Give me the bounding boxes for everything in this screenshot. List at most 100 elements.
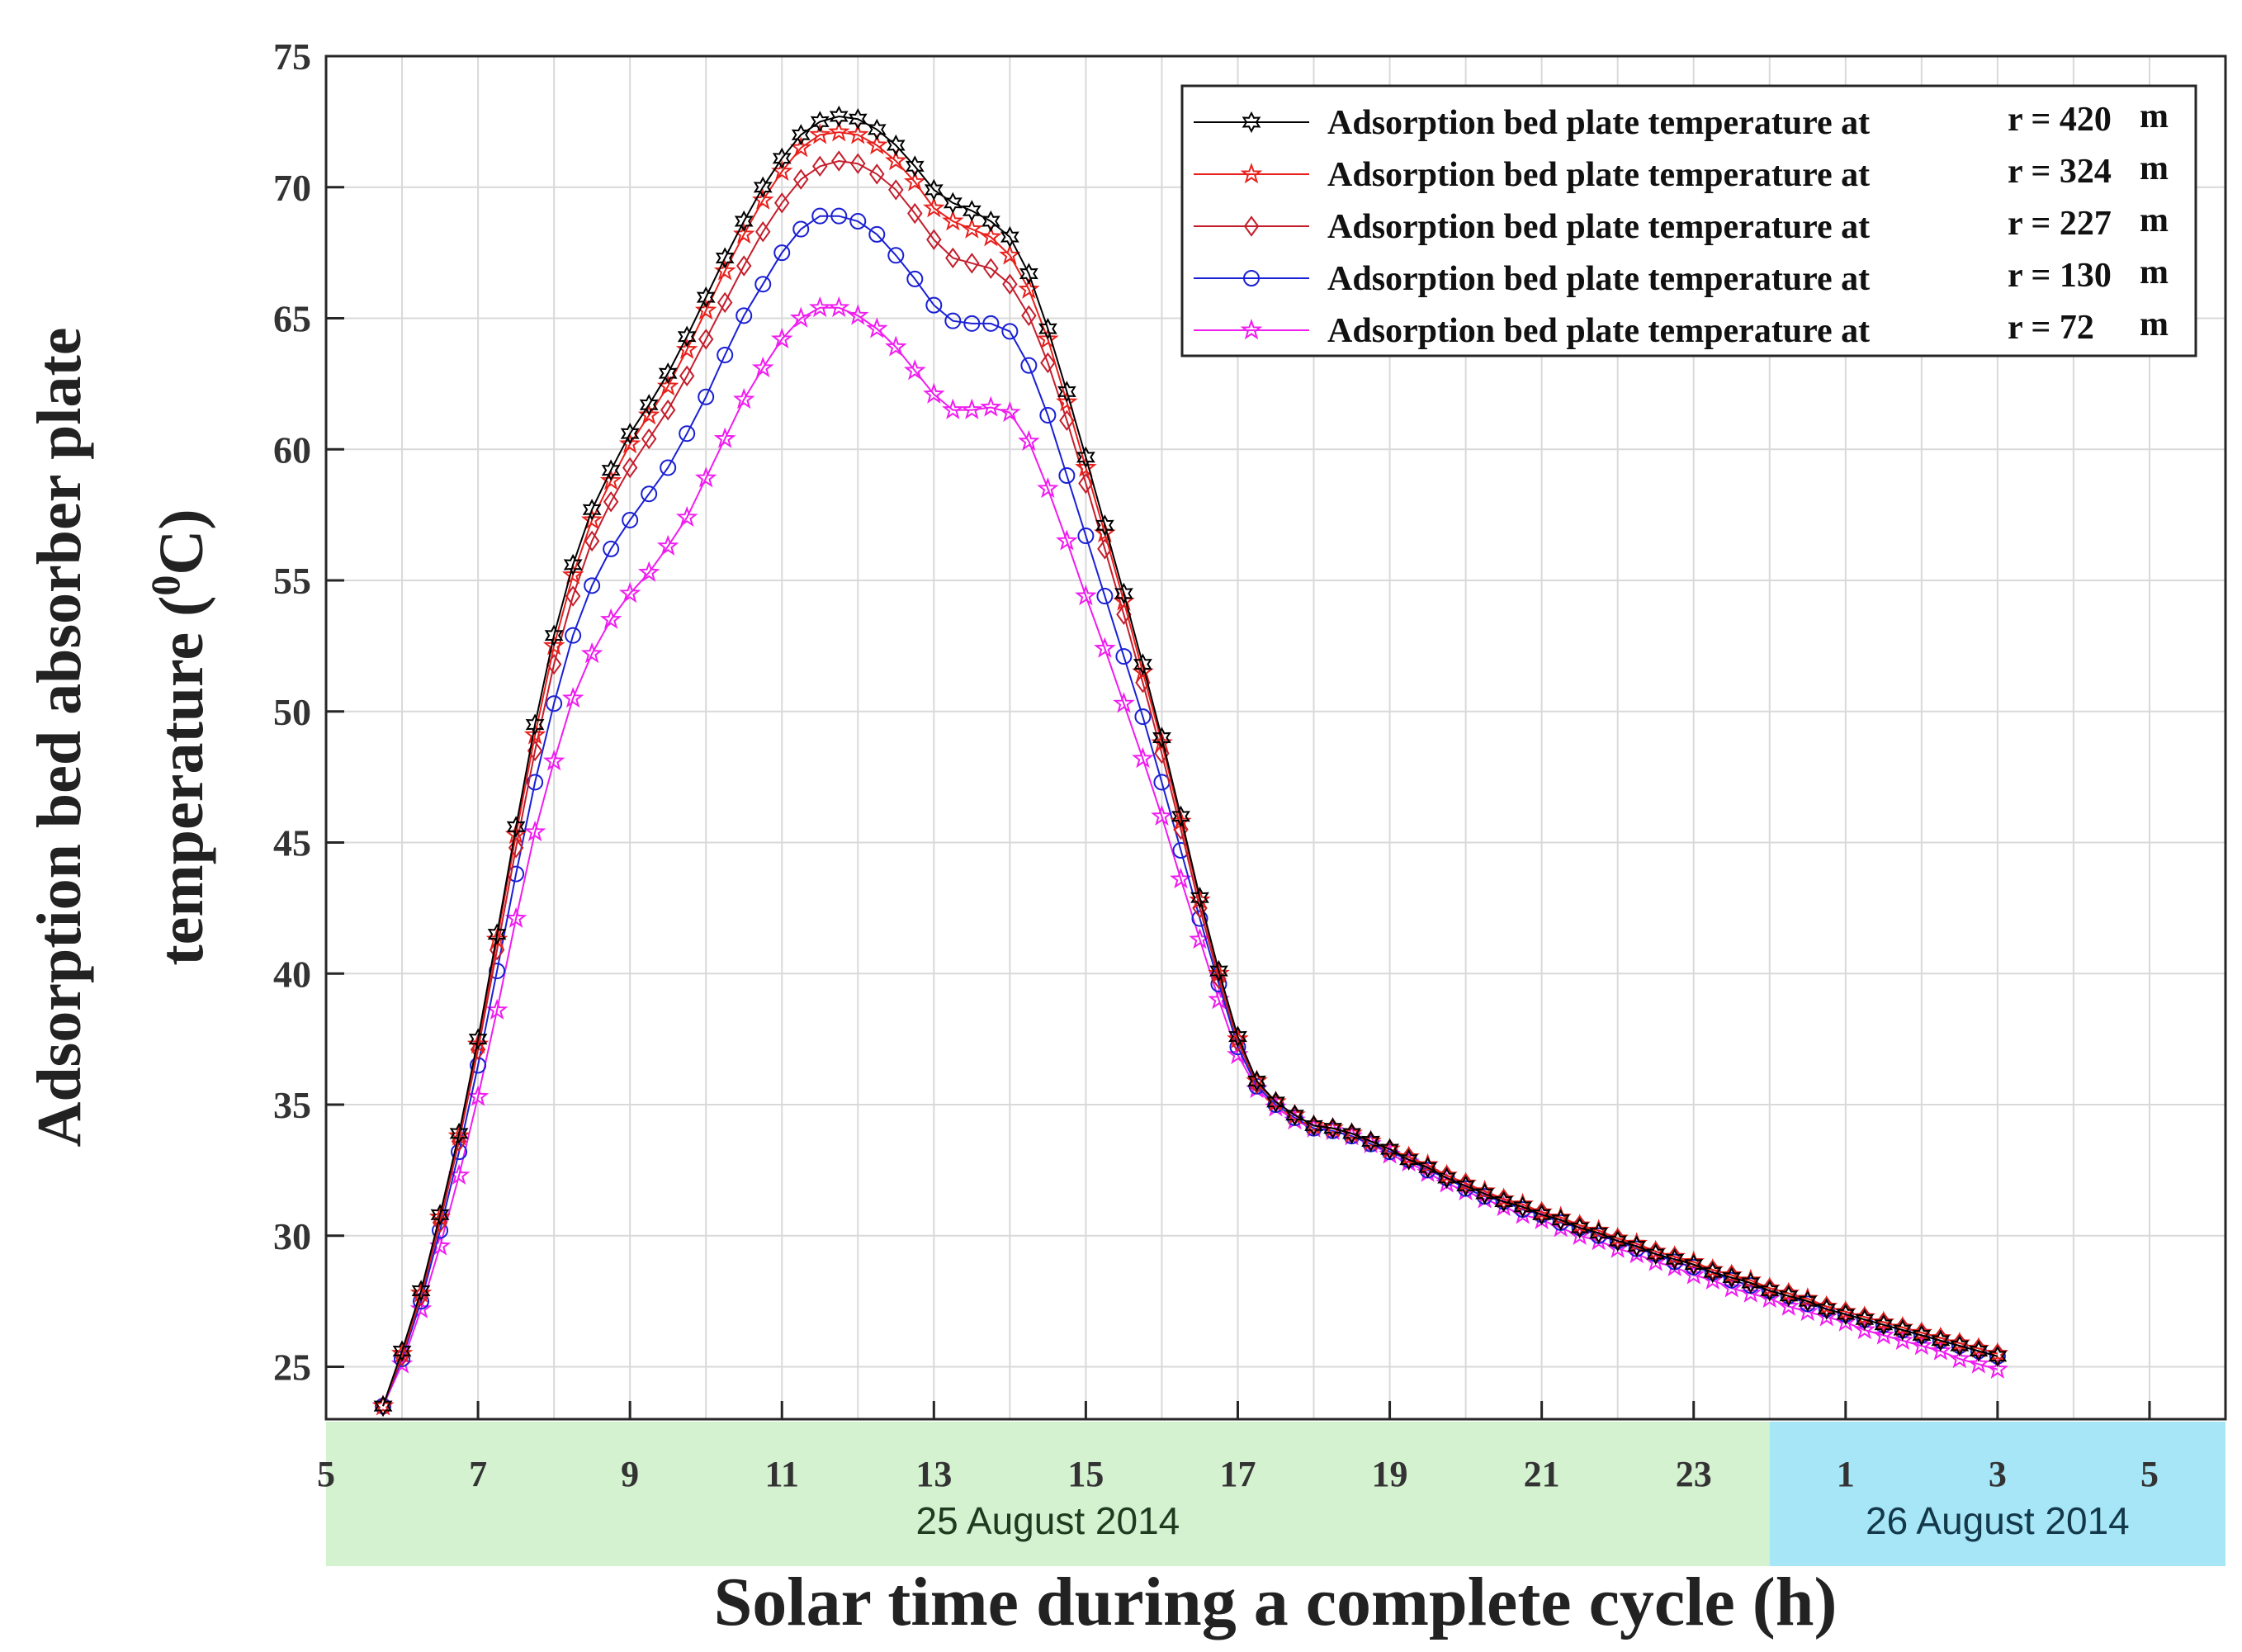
data-point <box>1056 529 1078 551</box>
data-point <box>546 653 562 675</box>
data-point <box>1912 1324 1932 1347</box>
data-point <box>1227 1027 1249 1048</box>
data-point <box>1682 1250 1705 1271</box>
data-point <box>1000 225 1019 249</box>
data-point <box>1380 1138 1399 1161</box>
data-point <box>1893 1318 1913 1342</box>
data-point <box>637 404 660 425</box>
data-point <box>1039 406 1057 424</box>
data-point <box>1798 1290 1818 1313</box>
data-point <box>601 459 621 481</box>
legend-label-5: Adsorption bed plate temperature at <box>1327 312 1870 350</box>
data-point <box>637 561 660 582</box>
y-axis-label-unit-superscript: 0 <box>142 575 188 596</box>
legend-marker-3 <box>1243 215 1260 237</box>
data-point <box>923 196 945 218</box>
data-point <box>390 1342 414 1363</box>
data-point <box>584 530 600 552</box>
y-tick-label: 45 <box>273 822 311 864</box>
data-point <box>1741 1271 1761 1295</box>
x-tick-label: 19 <box>1372 1454 1408 1494</box>
data-point <box>1625 1232 1648 1253</box>
data-point <box>884 335 907 357</box>
data-point <box>599 608 622 629</box>
data-point <box>1151 804 1173 826</box>
data-point <box>1891 1328 1914 1350</box>
data-point <box>1189 928 1211 949</box>
data-point <box>850 153 866 174</box>
data-point <box>504 906 527 928</box>
data-point <box>675 338 698 359</box>
data-point <box>887 247 905 264</box>
data-point <box>1037 476 1059 499</box>
data-point <box>961 398 983 419</box>
legend-unit-3: m <box>2140 201 2169 239</box>
data-point <box>430 1204 450 1226</box>
data-point <box>1096 588 1114 605</box>
data-point <box>1437 1167 1456 1190</box>
x-axis-label: Solar time during a complete cycle (h) <box>714 1564 1838 1640</box>
data-point <box>754 276 772 293</box>
data-point <box>906 270 924 287</box>
data-point <box>1075 456 1097 477</box>
data-point <box>812 155 828 178</box>
data-point <box>679 425 696 443</box>
x-tick-label: 23 <box>1676 1454 1712 1494</box>
data-point <box>694 299 717 320</box>
data-point <box>468 1028 488 1050</box>
data-point <box>1097 538 1113 560</box>
data-point <box>1853 1318 1876 1340</box>
data-point <box>1056 391 1078 412</box>
data-point <box>1646 1243 1666 1266</box>
data-point <box>1456 1175 1475 1197</box>
data-point <box>603 491 619 513</box>
legend-label-3: Adsorption bed plate temperature at <box>1327 208 1870 246</box>
data-point <box>962 200 981 222</box>
data-point <box>1644 1239 1667 1261</box>
data-point <box>1475 1182 1494 1205</box>
data-point <box>1967 1337 1990 1358</box>
data-point <box>411 1280 431 1302</box>
data-point <box>584 577 601 594</box>
data-point <box>1834 1299 1857 1322</box>
data-point <box>1891 1315 1914 1337</box>
legend-unit-4: m <box>2140 253 2169 291</box>
data-point <box>733 387 755 409</box>
data-point <box>792 220 810 238</box>
data-point <box>523 820 546 842</box>
data-point <box>830 207 848 225</box>
data-point <box>1532 1204 1552 1226</box>
y-tick-label: 55 <box>273 560 311 602</box>
data-point <box>1779 1285 1799 1307</box>
data-point <box>1777 1295 1800 1316</box>
data-point <box>1473 1179 1496 1201</box>
data-point <box>923 382 945 404</box>
data-point <box>1722 1266 1742 1289</box>
data-point <box>753 176 773 199</box>
y-axis-label-line-1: Adsorption bed absorber plate <box>25 327 94 1147</box>
data-point <box>808 123 831 144</box>
data-point <box>903 359 926 381</box>
data-point <box>1587 1219 1610 1240</box>
data-point <box>943 192 963 214</box>
data-point <box>696 286 716 309</box>
date-band-1 <box>326 1422 1770 1566</box>
data-point <box>774 192 790 214</box>
data-point <box>1986 1357 2009 1379</box>
data-point <box>1247 1070 1266 1092</box>
data-point <box>1399 1148 1418 1171</box>
y-axis-label-suffix: C) <box>147 509 216 575</box>
data-point <box>1021 305 1037 327</box>
data-point <box>1492 1187 1515 1209</box>
data-point <box>1549 1205 1572 1227</box>
x-tick-label: 1 <box>1837 1454 1855 1494</box>
legend-marker-1 <box>1242 111 1261 134</box>
data-point <box>1190 887 1209 909</box>
legend-unit-5: m <box>2140 305 2169 343</box>
data-point <box>449 1122 469 1145</box>
data-point <box>810 111 830 133</box>
data-point <box>1417 1153 1439 1175</box>
data-point <box>639 394 659 416</box>
data-point <box>658 362 678 385</box>
